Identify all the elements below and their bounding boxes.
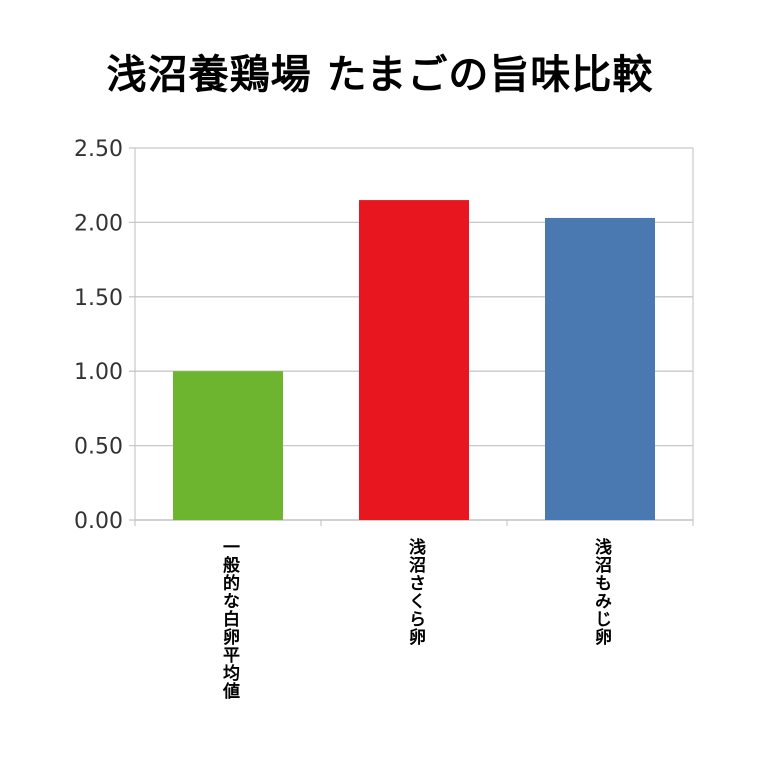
chart-title: 浅沼養鶏場 たまごの旨味比較 bbox=[106, 52, 654, 98]
bar-1 bbox=[173, 371, 283, 520]
x-tick-label: 浅沼さくら卵 bbox=[405, 538, 425, 646]
x-tick-label: 一般的な白卵平均値 bbox=[219, 538, 239, 700]
y-tick-label: 2.50 bbox=[74, 137, 123, 162]
bar-2 bbox=[359, 200, 469, 520]
x-tick-label: 浅沼もみじ卵 bbox=[591, 538, 611, 646]
y-tick-label: 0.50 bbox=[74, 435, 123, 460]
bar-3 bbox=[545, 217, 655, 520]
y-tick-label: 0.00 bbox=[74, 509, 123, 534]
y-tick-label: 1.00 bbox=[74, 360, 123, 385]
y-tick-label: 1.50 bbox=[74, 286, 123, 311]
y-tick-label: 2.00 bbox=[74, 211, 123, 236]
